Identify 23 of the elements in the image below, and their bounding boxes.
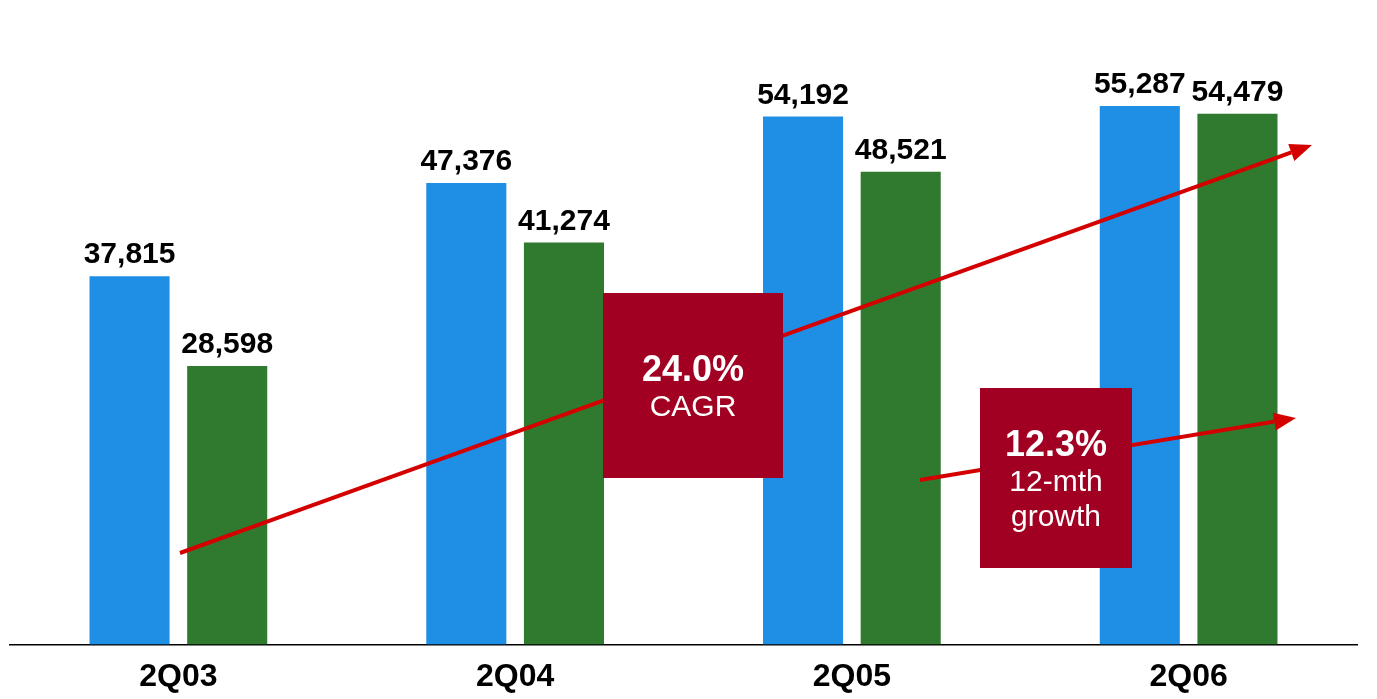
bar (426, 183, 507, 645)
data-label: 48,521 (854, 132, 947, 166)
data-label: 28,598 (181, 326, 274, 360)
bar (763, 116, 844, 645)
data-label: 54,192 (757, 76, 849, 110)
x-tick-label: 2Q03 (139, 656, 218, 693)
callout-box: 24.0% CAGR (603, 293, 783, 478)
callout-box: 12.3% 12-mth growth (980, 388, 1132, 568)
bar (860, 171, 941, 645)
bar (1197, 113, 1278, 645)
data-label: 37,815 (83, 236, 176, 270)
bar (523, 242, 604, 645)
annotation: 24.0% CAGR (640, 347, 746, 424)
bar (89, 276, 170, 645)
bar (187, 365, 268, 645)
x-tick-label: 2Q06 (1149, 656, 1228, 693)
data-label: 55,287 (1093, 66, 1186, 100)
data-label: 41,274 (518, 202, 611, 236)
data-label: 54,479 (1191, 74, 1284, 108)
data-label: 47,376 (420, 143, 513, 177)
x-tick-label: 2Q05 (812, 656, 892, 693)
annotation: 12.3% 12-mth growth (1003, 422, 1109, 534)
x-tick-label: 2Q04 (475, 656, 555, 693)
